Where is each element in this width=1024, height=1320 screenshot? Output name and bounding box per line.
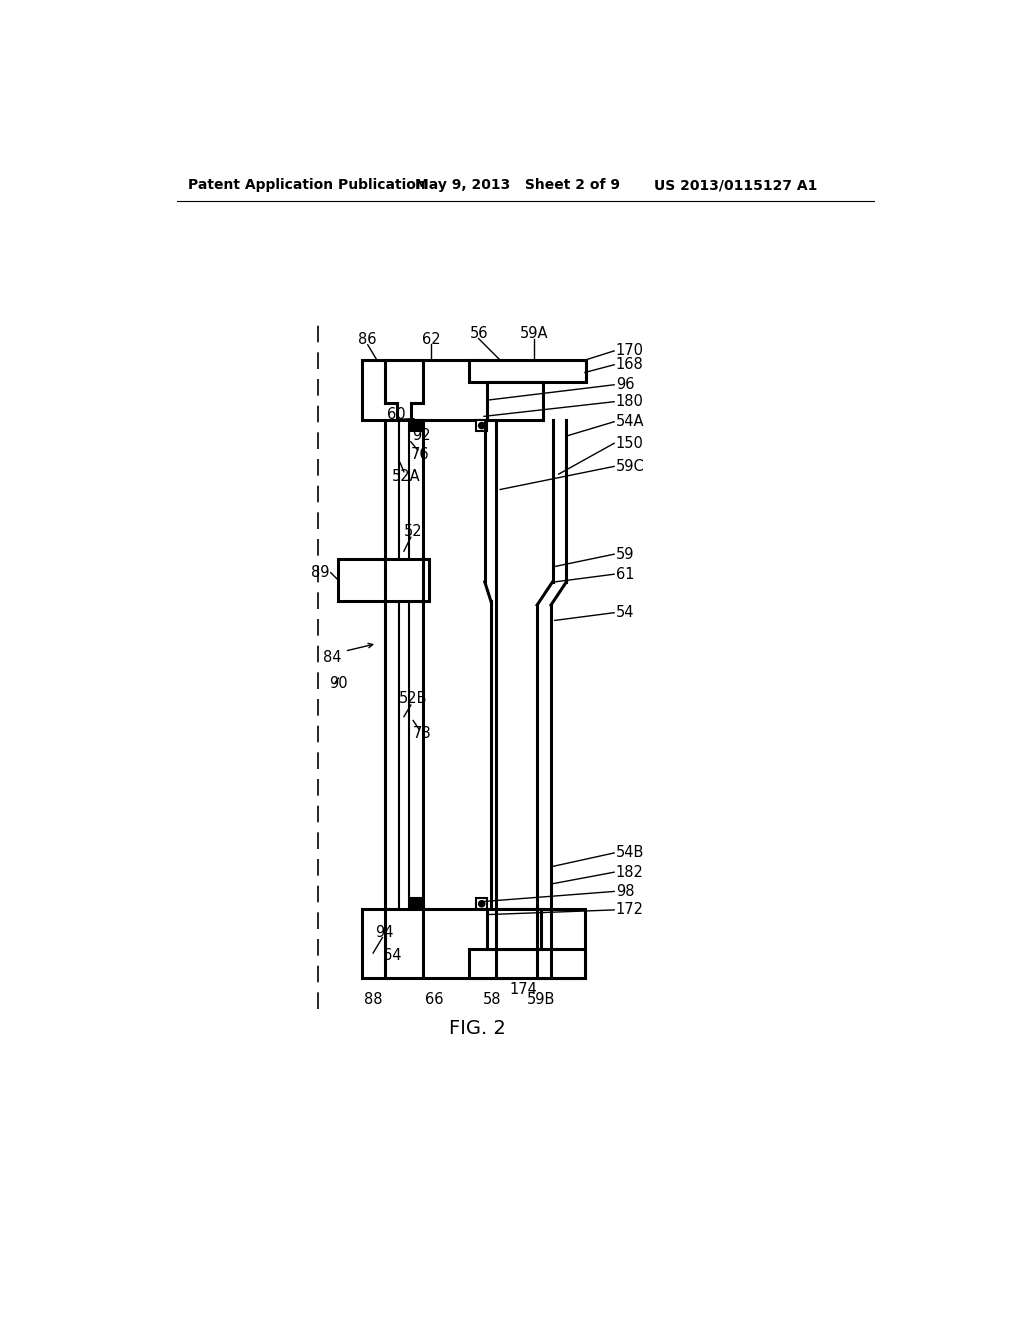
Text: 86: 86 — [358, 331, 377, 347]
Circle shape — [478, 422, 484, 429]
Text: 59: 59 — [615, 546, 634, 562]
Bar — [361, 909, 585, 978]
Text: 56: 56 — [469, 326, 487, 342]
Text: 92: 92 — [413, 428, 431, 444]
Text: 61: 61 — [615, 566, 634, 582]
Bar — [469, 360, 587, 381]
Bar — [476, 420, 487, 430]
Bar — [487, 381, 543, 420]
Text: 98: 98 — [615, 884, 634, 899]
Text: 54: 54 — [615, 605, 634, 620]
Text: 59B: 59B — [526, 991, 555, 1007]
Bar — [469, 949, 585, 978]
Bar — [411, 420, 422, 430]
Text: 60: 60 — [387, 407, 406, 421]
Text: 78: 78 — [413, 726, 431, 741]
Text: 170: 170 — [615, 343, 644, 359]
Text: 54A: 54A — [615, 414, 644, 429]
Text: 182: 182 — [615, 865, 643, 879]
Text: 89: 89 — [310, 565, 330, 581]
Text: 76: 76 — [411, 447, 429, 462]
Text: FIG. 2: FIG. 2 — [449, 1019, 506, 1038]
Text: May 9, 2013   Sheet 2 of 9: May 9, 2013 Sheet 2 of 9 — [416, 178, 621, 193]
Text: 174: 174 — [509, 982, 538, 998]
Text: 94: 94 — [376, 925, 394, 940]
Text: US 2013/0115127 A1: US 2013/0115127 A1 — [654, 178, 817, 193]
Circle shape — [478, 900, 484, 907]
Text: 66: 66 — [425, 991, 444, 1007]
Text: 150: 150 — [615, 436, 643, 451]
Text: 52: 52 — [403, 524, 423, 540]
Text: 52B: 52B — [399, 692, 427, 706]
Text: 90: 90 — [330, 676, 348, 692]
Text: 62: 62 — [422, 331, 440, 347]
Bar — [476, 899, 487, 909]
Text: 52A: 52A — [392, 469, 421, 484]
Text: 54B: 54B — [615, 845, 644, 861]
Bar — [339, 558, 429, 601]
Text: Patent Application Publication: Patent Application Publication — [188, 178, 426, 193]
Text: 88: 88 — [364, 991, 382, 1007]
Text: 168: 168 — [615, 358, 643, 372]
Text: 59A: 59A — [520, 326, 548, 342]
Text: 58: 58 — [483, 991, 502, 1007]
Text: 180: 180 — [615, 395, 643, 409]
Text: 59C: 59C — [615, 459, 644, 474]
Text: 64: 64 — [383, 948, 401, 962]
Bar — [487, 909, 541, 949]
Text: 96: 96 — [615, 378, 634, 392]
Bar — [411, 899, 422, 909]
Text: 84: 84 — [323, 649, 342, 665]
Text: 172: 172 — [615, 903, 644, 917]
Bar — [361, 360, 500, 420]
